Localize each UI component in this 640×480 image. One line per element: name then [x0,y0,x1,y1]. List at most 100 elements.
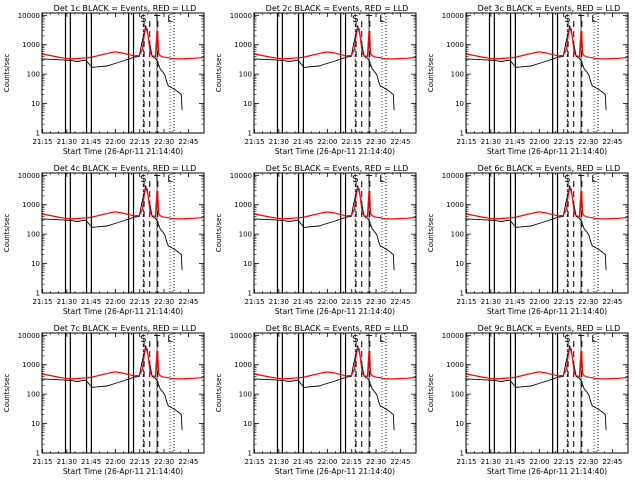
series-events-line [42,345,183,431]
y-tick-label: 1 [248,450,252,458]
x-tick-label: 21:30 [481,458,501,466]
x-tick-label: 21:15 [244,458,264,466]
y-axis-label: Counts/sec [3,374,11,413]
detector-panel-6: Det 6c BLACK = Events, RED = LLD Counts/s… [427,164,629,316]
y-tick-label: 1000 [234,361,252,369]
series-lld-line [466,26,628,60]
event-marker-l: L [379,14,385,25]
x-tick-label: 22:45 [602,138,622,146]
panel-title: Det 5c BLACK = Events, RED = LLD [266,164,409,173]
x-tick-label: 21:45 [81,298,101,306]
x-tick-label: 21:45 [505,138,525,146]
series-events-line [254,345,395,431]
y-axis-label: Counts/sec [215,54,223,93]
y-axis-label: Counts/sec [3,214,11,253]
x-axis-label: Start Time (26-Apr-11 21:14:40) [487,307,607,316]
y-tick-label: 1000 [22,41,40,49]
x-tick-label: 22:30 [578,138,598,146]
x-tick-label: 21:15 [244,298,264,306]
x-tick-label: 21:45 [293,298,313,306]
y-tick-label: 10 [455,260,464,268]
series-lld-line [42,26,204,60]
y-tick-label: 10 [31,260,40,268]
y-tick-label: 1000 [446,41,464,49]
series-lld-line [466,346,628,380]
x-tick-label: 21:30 [57,458,77,466]
series-lld-line [466,186,628,220]
x-tick-label: 21:15 [244,138,264,146]
x-tick-label: 22:00 [317,458,337,466]
series-events-line [466,345,607,431]
y-tick-label: 1000 [234,201,252,209]
y-tick-label: 10000 [18,12,40,20]
series-lld-line [254,26,416,60]
panel-title: Det 7c BLACK = Events, RED = LLD [54,324,197,333]
y-axis-label: Counts/sec [427,54,435,93]
event-marker-l: L [167,174,173,185]
detector-panel-9: Det 9c BLACK = Events, RED = LLD Counts/s… [427,324,629,476]
y-tick-label: 100 [451,231,464,239]
y-axis-label: Counts/sec [215,374,223,413]
detector-panel-5: Det 5c BLACK = Events, RED = LLD Counts/s… [215,164,417,316]
x-tick-label: 22:45 [602,298,622,306]
x-tick-label: 22:45 [178,298,198,306]
x-tick-label: 22:30 [366,138,386,146]
x-tick-label: 21:15 [32,298,52,306]
detector-panel-8: Det 8c BLACK = Events, RED = LLD Counts/s… [215,324,417,476]
y-tick-label: 1 [460,290,464,298]
x-tick-label: 22:15 [554,298,574,306]
y-tick-label: 1 [460,130,464,138]
panel-title: Det 2c BLACK = Events, RED = LLD [266,4,409,13]
y-tick-label: 1 [36,130,40,138]
x-tick-label: 22:30 [154,298,174,306]
y-axis-label: Counts/sec [3,54,11,93]
y-tick-label: 10 [243,260,252,268]
y-tick-label: 10000 [230,332,252,340]
y-tick-label: 100 [27,391,40,399]
y-tick-label: 1 [248,290,252,298]
y-tick-label: 1000 [446,361,464,369]
y-tick-label: 100 [239,231,252,239]
series-events-line [42,185,183,271]
series-events-line [254,185,395,271]
x-tick-label: 21:45 [505,298,525,306]
x-tick-label: 22:15 [342,138,362,146]
x-tick-label: 22:15 [342,298,362,306]
y-tick-label: 10 [243,100,252,108]
x-tick-label: 22:00 [529,458,549,466]
y-tick-label: 10000 [230,12,252,20]
x-tick-label: 22:45 [390,458,410,466]
plot-frame [465,172,629,294]
x-tick-label: 22:15 [130,458,150,466]
x-tick-label: 22:30 [578,298,598,306]
y-tick-label: 1 [248,130,252,138]
x-tick-label: 22:45 [390,298,410,306]
y-tick-label: 10000 [442,12,464,20]
y-tick-label: 10 [31,100,40,108]
detector-panel-1: Det 1c BLACK = Events, RED = LLD Counts/s… [3,4,205,156]
x-tick-label: 21:15 [32,458,52,466]
x-tick-label: 22:00 [529,298,549,306]
x-tick-label: 21:15 [456,458,476,466]
plot-frame [465,332,629,454]
event-marker-l: L [591,14,597,25]
y-tick-label: 1 [36,450,40,458]
event-marker-l: L [379,174,385,185]
x-tick-label: 21:30 [57,138,77,146]
y-tick-label: 10 [455,100,464,108]
series-lld-line [42,186,204,220]
y-tick-label: 1000 [234,41,252,49]
x-tick-label: 22:45 [178,458,198,466]
x-axis-label: Start Time (26-Apr-11 21:14:40) [487,147,607,156]
detector-panel-7: Det 7c BLACK = Events, RED = LLD Counts/s… [3,324,205,476]
panel-title: Det 6c BLACK = Events, RED = LLD [478,164,621,173]
y-tick-label: 10000 [18,332,40,340]
x-axis-label: Start Time (26-Apr-11 21:14:40) [487,467,607,476]
x-tick-label: 22:15 [554,458,574,466]
x-tick-label: 21:45 [505,458,525,466]
x-tick-label: 22:00 [105,138,125,146]
x-tick-label: 22:30 [154,458,174,466]
x-tick-label: 21:30 [57,298,77,306]
detector-panel-4: Det 4c BLACK = Events, RED = LLD Counts/s… [3,164,205,316]
x-tick-label: 21:15 [32,138,52,146]
